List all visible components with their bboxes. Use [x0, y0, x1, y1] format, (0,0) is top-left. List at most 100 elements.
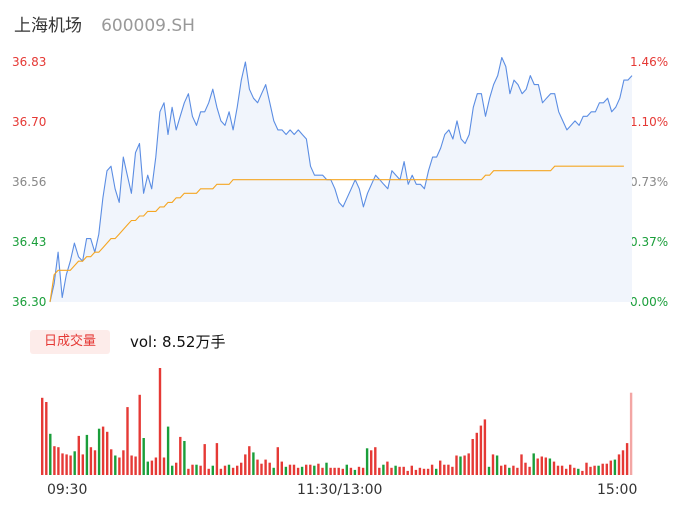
price-line: [49, 56, 633, 303]
volume-bar: [353, 469, 357, 475]
volume-bar: [130, 455, 133, 475]
volume-bar: [370, 450, 373, 475]
volume-bar: [601, 463, 604, 475]
volume-bar: [390, 467, 393, 475]
volume-bar: [556, 465, 560, 475]
volume-bar: [597, 465, 600, 475]
volume-bar: [516, 467, 519, 475]
volume-bar: [150, 460, 154, 475]
volume-bar: [41, 397, 44, 475]
volume-bar: [166, 426, 170, 475]
volume-bar: [577, 468, 580, 475]
volume-bar: [569, 464, 572, 475]
volume-bar: [544, 457, 547, 475]
volume-bar: [337, 467, 340, 475]
volume-bar: [430, 464, 434, 475]
volume-bar: [89, 447, 93, 475]
volume-bar: [236, 465, 239, 475]
time-tick-close: 15:00: [597, 482, 638, 498]
volume-bar: [110, 449, 113, 475]
pct-tick-label: 0.37%: [630, 235, 669, 249]
pct-tick-label: 0.73%: [630, 175, 669, 189]
volume-bar: [349, 467, 353, 475]
volume-bar: [215, 443, 219, 475]
volume-bar: [256, 459, 259, 475]
volume-bar: [73, 451, 76, 475]
volume-bar: [288, 464, 292, 475]
volume-bar: [487, 466, 491, 475]
average-price-line: [49, 165, 624, 303]
volume-bar: [483, 419, 487, 475]
volume-bar: [106, 431, 109, 475]
volume-bar: [49, 433, 52, 475]
volume-bar: [101, 426, 105, 475]
volume-bar: [227, 464, 231, 475]
volume-bar: [248, 446, 251, 475]
daily-volume-tab[interactable]: 日成交量: [30, 330, 110, 354]
volume-bar: [447, 464, 450, 475]
volume-bar: [621, 450, 625, 475]
volume-bar: [374, 447, 377, 475]
volume-bar: [410, 465, 413, 475]
volume-bar: [439, 460, 442, 475]
volume-bar: [520, 454, 523, 475]
volume-bar: [548, 458, 552, 475]
volume-bar: [280, 461, 283, 475]
volume-bar: [589, 466, 592, 475]
volume-bar: [53, 446, 56, 475]
volume-bar: [357, 466, 361, 475]
volume-bar: [69, 455, 72, 475]
volume-bar: [613, 459, 617, 475]
volume-bar: [512, 465, 515, 475]
volume-bar: [300, 466, 304, 475]
volume-bar: [394, 465, 397, 475]
volume-bar: [495, 455, 499, 475]
volume-bar: [593, 465, 596, 475]
volume-bar: [260, 463, 263, 475]
volume-bar: [451, 466, 454, 475]
volume-bar: [609, 460, 612, 475]
volume-bar: [500, 465, 503, 475]
volume-bar: [45, 402, 48, 475]
volume-bar: [378, 467, 381, 475]
volume-bar: [272, 467, 275, 475]
volume-bar: [97, 428, 101, 475]
volume-bar: [341, 468, 344, 475]
stock-header: 上海机场 600009.SH: [14, 14, 195, 38]
stock-code: 600009.SH: [101, 16, 195, 36]
volume-bar: [305, 464, 308, 475]
volume-bar: [179, 436, 182, 475]
volume-bar: [81, 454, 84, 475]
volume-bar: [284, 466, 288, 475]
time-tick-midday: 11:30/13:00: [297, 482, 383, 498]
volume-bar: [508, 467, 511, 475]
volume-bar: [418, 467, 422, 475]
volume-bar: [573, 467, 576, 475]
volume-bar: [422, 468, 426, 475]
volume-bar: [122, 450, 125, 475]
volume-bar: [223, 465, 227, 475]
volume-bar: [183, 441, 186, 475]
volume-bar: [386, 461, 389, 475]
volume-bar: [435, 468, 438, 475]
price-tick-label: 36.56: [12, 175, 47, 189]
stock-name: 上海机场: [14, 16, 82, 36]
volume-bar: [625, 443, 629, 475]
volume-bar: [309, 464, 312, 475]
volume-bar: [443, 464, 446, 475]
volume-bar: [61, 453, 64, 475]
volume-bar: [296, 467, 300, 475]
volume-bar: [126, 407, 129, 475]
volume-bar: [426, 468, 430, 475]
volume-bar: [199, 465, 202, 475]
volume-bar: [203, 444, 206, 475]
volume-bar: [455, 455, 458, 475]
volume-bar: [459, 456, 462, 475]
volume-bar: [605, 463, 608, 475]
volume-bar: [398, 466, 401, 475]
price-area-fill: [50, 57, 632, 302]
volume-bar: [244, 454, 247, 475]
price-tick-label: 36.30: [12, 295, 47, 309]
volume-bar: [414, 469, 418, 475]
